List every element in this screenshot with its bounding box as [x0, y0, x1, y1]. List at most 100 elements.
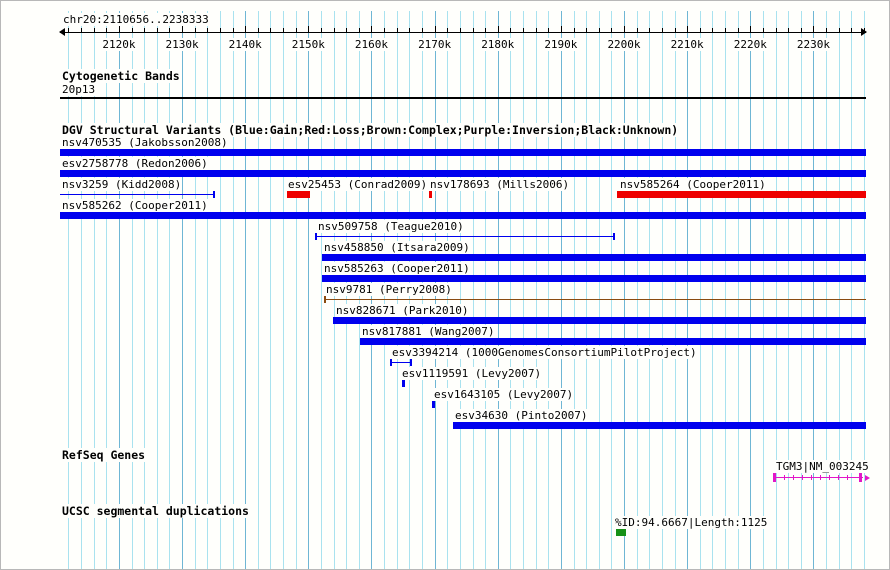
ruler-tick-label: 2230k — [795, 38, 831, 51]
variant-feature-gain[interactable] — [60, 191, 215, 198]
variant-feature-gain[interactable] — [453, 422, 866, 429]
variant-feature-gain[interactable] — [390, 359, 412, 366]
variant-track-label[interactable]: nsv3259 (Kidd2008) — [61, 178, 183, 191]
ruler-tick-label: 2140k — [227, 38, 263, 51]
variant-feature-gain[interactable] — [322, 254, 866, 261]
variant-track-label[interactable]: esv3394214 (1000GenomesConsortiumPilotPr… — [391, 346, 698, 359]
gene-strand-tick — [793, 475, 794, 480]
variant-feature-gain[interactable] — [60, 170, 866, 177]
ruler-minor-tick — [510, 28, 512, 33]
ruler-tick-label: 2160k — [353, 38, 390, 51]
grid-line — [674, 11, 676, 569]
ruler-minor-tick — [611, 28, 613, 33]
variant-track-label[interactable]: esv1643105 (Levy2007) — [433, 388, 575, 401]
variant-track-label[interactable]: nsv509758 (Teague2010) — [317, 220, 465, 233]
ruler-minor-tick — [93, 28, 95, 33]
grid-line — [636, 11, 638, 569]
grid-line — [725, 11, 727, 569]
ruler-minor-tick — [800, 28, 802, 33]
feature-left-endcap — [324, 296, 326, 303]
ruler-minor-tick — [207, 28, 209, 33]
variant-feature-gain[interactable] — [432, 401, 435, 408]
variant-feature-loss[interactable] — [287, 191, 310, 198]
ruler-major-tick — [308, 26, 310, 33]
variant-track-label[interactable]: nsv458850 (Itsara2009) — [323, 241, 471, 254]
ruler-minor-tick — [283, 28, 285, 33]
variant-feature-gain[interactable] — [60, 212, 866, 219]
variant-track-label[interactable]: nsv470535 (Jakobsson2008) — [61, 136, 229, 149]
ruler-major-tick — [560, 26, 562, 33]
grid-line — [257, 11, 259, 569]
gene-exon[interactable] — [773, 473, 776, 482]
variant-track-label[interactable]: nsv9781 (Perry2008) — [325, 283, 453, 296]
grid-line — [775, 11, 777, 569]
grid-line — [510, 11, 512, 569]
ruler-minor-tick — [257, 28, 259, 33]
variant-feature-loss[interactable] — [429, 191, 432, 198]
variant-track-label[interactable]: nsv585262 (Cooper2011) — [61, 199, 209, 212]
ruler-minor-tick — [674, 28, 676, 33]
grid-line — [497, 11, 499, 569]
grid-line — [106, 11, 108, 569]
grid-line — [737, 11, 739, 569]
grid-line — [838, 11, 840, 569]
ruler-minor-tick — [409, 28, 411, 33]
gene-exon[interactable] — [859, 473, 862, 482]
grid-line — [762, 11, 764, 569]
ruler-minor-tick — [422, 28, 423, 33]
grid-line — [270, 11, 272, 569]
cytoband-bar[interactable] — [60, 97, 866, 99]
variant-feature-gain[interactable] — [402, 380, 405, 387]
variant-feature-gain[interactable] — [322, 275, 866, 282]
variant-feature-gain[interactable] — [60, 149, 866, 156]
ruler-minor-tick — [863, 28, 865, 33]
grid-line — [826, 11, 828, 569]
gene-strand-tick — [784, 475, 785, 480]
grid-line — [800, 11, 802, 569]
ruler-minor-tick — [636, 28, 638, 33]
gene-label[interactable]: TGM3|NM_003245 — [775, 460, 870, 473]
grid-line — [131, 11, 133, 569]
grid-line — [611, 11, 613, 569]
coordinate-ruler[interactable] — [59, 26, 867, 36]
grid-line — [169, 11, 171, 569]
ruler-major-tick — [624, 26, 625, 33]
gene-strand-tick — [829, 475, 830, 480]
grid-line — [586, 11, 588, 569]
grid-line — [573, 11, 575, 569]
segdup-label[interactable]: %ID:94.6667|Length:1125 — [614, 516, 769, 529]
ruler-major-tick — [687, 26, 689, 33]
ruler-tick-label: 2170k — [417, 38, 453, 51]
variant-track-label[interactable]: esv34630 (Pinto2007) — [454, 409, 589, 422]
ruler-major-tick — [750, 26, 752, 33]
cytogenetic-bands-title: Cytogenetic Bands — [61, 69, 181, 83]
ruler-minor-tick — [194, 28, 196, 33]
variant-feature-loss[interactable] — [617, 191, 866, 198]
ruler-tick-label: 2180k — [480, 38, 516, 51]
grid-line — [687, 11, 689, 569]
variant-feature-gain[interactable] — [315, 233, 615, 240]
ruler-minor-tick — [535, 28, 537, 33]
ruler-minor-tick — [447, 28, 449, 33]
grid-line — [283, 11, 285, 569]
feature-left-endcap — [390, 359, 392, 366]
variant-feature-label[interactable]: nsv585264 (Cooper2011) — [619, 178, 767, 191]
variant-track-label[interactable]: esv1119591 (Levy2007) — [401, 367, 543, 380]
variant-track-label[interactable]: nsv828671 (Park2010) — [335, 304, 470, 317]
ruler-left-arrow-icon — [59, 28, 65, 36]
ruler-minor-tick — [156, 28, 158, 33]
ruler-baseline — [60, 32, 866, 33]
variant-track-label[interactable]: nsv585263 (Cooper2011) — [323, 262, 471, 275]
ruler-minor-tick — [459, 28, 461, 33]
variant-track-label[interactable]: esv2758778 (Redon2006) — [61, 157, 209, 170]
variant-feature-label[interactable]: esv25453 (Conrad2009) — [287, 178, 429, 191]
ruler-tick-label: 2130k — [164, 38, 200, 51]
variant-feature-gain[interactable] — [360, 338, 866, 345]
segdup-feature[interactable] — [616, 528, 626, 536]
variant-track-label[interactable]: nsv817881 (Wang2007) — [361, 325, 496, 338]
ruler-minor-tick — [358, 28, 360, 33]
variant-feature-gain[interactable] — [333, 317, 866, 324]
variant-feature-complex[interactable] — [324, 296, 866, 303]
variant-feature-label[interactable]: nsv178693 (Mills2006) — [429, 178, 571, 191]
